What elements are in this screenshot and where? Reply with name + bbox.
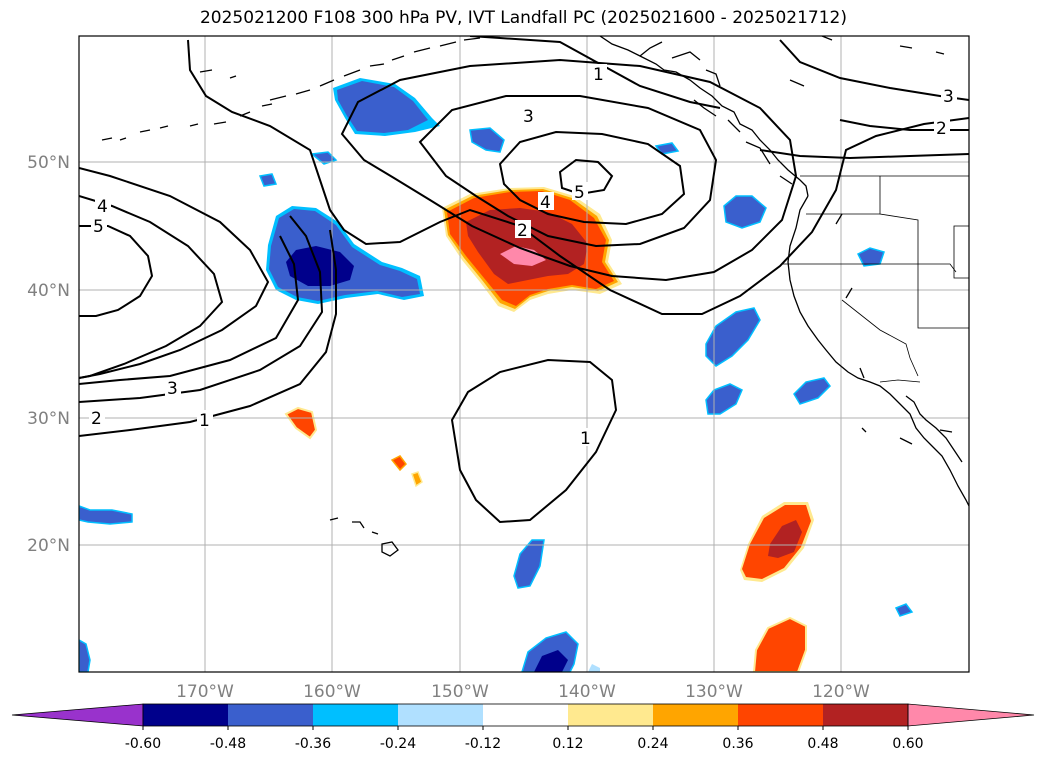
contour-label-3-ne: 3 [943,87,954,107]
lon-label-170w: 170°W [176,682,234,702]
longitude-labels: 170°W 160°W 150°W 140°W 130°W 120°W [176,682,870,702]
contour-label-5-west: 5 [93,217,104,237]
colorbar-bin [568,704,653,726]
contour-label-4-west: 4 [97,197,108,217]
contour-label-1-sw: 1 [199,411,210,431]
lon-label-150w: 150°W [431,682,489,702]
coastlines [101,36,969,557]
map-frame [78,35,970,673]
colorbar-bin [738,704,823,726]
colorbar-tick-label: -0.36 [295,736,331,752]
graticule [79,36,969,672]
colorbar-tick-label: -0.24 [380,736,416,752]
negative-anomaly-small [469,127,505,153]
contour-label-2-center: 2 [517,221,528,241]
colorbar-tick-label: 0.48 [807,736,838,752]
lat-label-30: 30°N [27,409,70,429]
lon-label-130w: 130°W [685,682,743,702]
lon-label-140w: 140°W [558,682,616,702]
contour-label-5-center: 5 [574,183,585,203]
lat-label-50: 50°N [27,153,70,173]
colorbar-tick-label: -0.12 [465,736,501,752]
contour-labels: 1 3 5 4 2 3 2 4 5 3 2 1 1 [89,64,957,449]
colorbar-tick-label: -0.60 [125,736,161,752]
contour-label-1-north: 1 [593,65,604,85]
colorbar-bin [398,704,483,726]
positive-anomaly-southeast [740,502,814,582]
political-borders [782,175,969,383]
colorbar-tick-label: 0.60 [892,736,923,752]
map-title: 2025021200 F108 300 hPa PV, IVT Landfall… [199,8,847,28]
contour-label-3-sw: 3 [167,379,178,399]
colorbar-bin [313,704,398,726]
lon-label-160w: 160°W [303,682,361,702]
colorbar-bin [143,704,228,726]
colorbar-extend-high [907,703,1035,727]
colorbar-bin [483,704,568,726]
positive-anomaly-small [284,406,318,440]
colorbar-tick-label: 0.12 [552,736,583,752]
colorbar-frame [142,703,909,727]
colorbar-bin [823,704,908,726]
negative-anomaly-coast [723,195,767,229]
colorbar-extend-low [11,703,144,727]
lat-label-40: 40°N [27,281,70,301]
lat-label-20: 20°N [27,536,70,556]
contour-label-4-center: 4 [540,193,551,213]
colorbar-tick-label: 0.36 [722,736,753,752]
colorbar-bin [653,704,738,726]
colorbar-tick-label: 0.24 [637,736,668,752]
contour-label-3-north: 3 [523,107,534,127]
colorbar-tick-label: -0.48 [210,736,246,752]
negative-anomaly-aleutian [333,78,440,136]
contour-label-2-sw: 2 [91,409,102,429]
colorbar-bin [228,704,313,726]
contour-label-1-south: 1 [580,429,591,449]
contour-label-2-ne: 2 [936,119,947,139]
lon-label-120w: 120°W [812,682,870,702]
pv-contours [79,36,969,524]
latitude-labels: 50°N 40°N 30°N 20°N [27,153,70,556]
colorbar: -0.60 -0.48 -0.36 -0.24 -0.12 0.12 0.24 0.36 0.4… [11,703,1035,752]
